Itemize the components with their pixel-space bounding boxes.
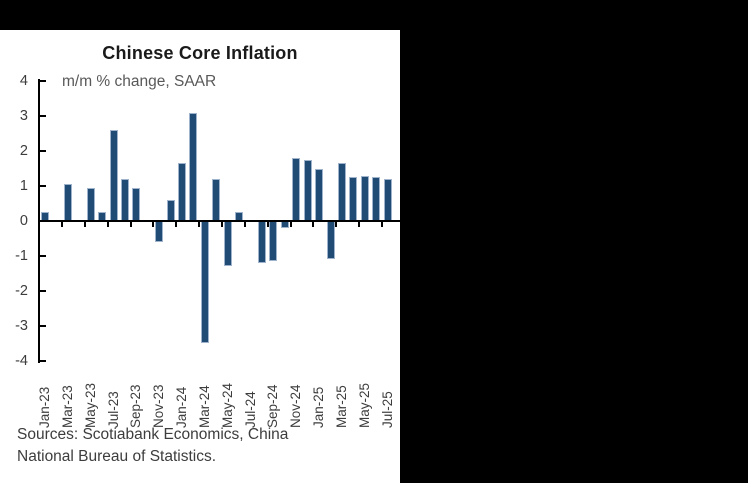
bar-Apr-24 [212,179,221,221]
bar-Aug-23 [120,179,129,221]
bar-May-24 [223,221,232,267]
bar-Sep-23 [132,187,141,221]
y-axis-label--4: -4 [15,352,28,369]
bar-Aug-24 [257,221,266,263]
x-tick [152,222,155,227]
x-axis-label-Jan-24: Jan-24 [174,386,190,428]
bar-Dec-24 [303,159,312,221]
y-tick--1 [40,254,46,257]
bar-Nov-24 [292,158,301,221]
x-tick [358,222,361,227]
x-axis-line [38,220,400,222]
y-axis-label-3: 3 [19,108,28,125]
bar-Jul-25 [383,179,392,221]
x-axis-label-Jul-23: Jul-23 [105,391,121,428]
source-note: Sources: Scotiabank Economics, China Nat… [17,424,288,468]
x-axis-label-Jul-25: Jul-25 [379,391,395,428]
x-tick [129,222,132,227]
y-tick-2 [40,150,46,153]
x-tick [198,222,201,227]
bar-Jan-25 [315,168,324,221]
x-tick [83,222,86,227]
y-axis-label-1: 1 [19,178,28,195]
y-tick--4 [40,359,46,362]
x-axis-label-Jan-25: Jan-25 [311,386,327,428]
x-axis-label-May-23: May-23 [82,382,98,428]
bar-Mar-24 [200,221,209,344]
x-tick [335,222,338,227]
x-tick [221,222,223,227]
bar-Jun-25 [372,177,381,221]
bar-Mar-23 [63,184,72,221]
x-tick [61,222,64,227]
y-axis-label--3: -3 [15,317,28,334]
y-tick-4 [40,80,46,83]
x-axis-label-Mar-24: Mar-24 [196,385,212,428]
x-tick [175,222,178,227]
bar-Feb-25 [326,221,335,260]
x-axis-label-May-25: May-25 [356,382,372,428]
x-axis-label-Jul-24: Jul-24 [242,391,258,428]
chart-subtitle: m/m % change, SAAR [62,73,217,90]
bar-May-25 [360,175,369,221]
y-tick--2 [40,289,46,292]
x-axis-label-Sep-24: Sep-24 [265,384,281,428]
bar-chart-plot-area: 4 3 2 1 0 -1 -2 -3 -4 Jan-23 Mar-23 May-23 Jul-23 Sep… [0,30,400,483]
source-note-line-2: National Bureau of Statistics. [17,448,217,465]
bar-May-23 [86,187,95,221]
y-axis-label-0: 0 [19,213,28,229]
y-axis-label--2: -2 [15,282,28,299]
bar-Oct-24 [280,221,289,228]
source-note-line-1: Sources: Scotiabank Economics, China [17,426,289,443]
bar-Mar-25 [337,163,346,221]
bar-Dec-23 [166,200,175,221]
x-tick [289,222,292,227]
y-tick-1 [40,185,46,188]
bar-Apr-25 [349,177,358,221]
y-axis-label--1: -1 [15,247,28,264]
bar-Nov-23 [155,221,164,242]
x-axis-label-Mar-25: Mar-25 [333,385,349,428]
y-tick-0 [40,220,46,222]
x-axis-label-Nov-24: Nov-24 [288,384,304,428]
bar-Jul-23 [109,130,118,221]
x-tick [243,222,246,227]
letterbox-top [0,0,748,30]
y-axis-label-2: 2 [19,143,28,160]
bar-Sep-24 [269,221,278,262]
y-tick-3 [40,115,46,118]
y-tick--3 [40,324,46,327]
x-axis-label-Jan-23: Jan-23 [37,386,52,428]
chart-panel: Chinese Core Inflation m/m % change, SAA… [0,30,400,483]
x-axis-label-Mar-23: Mar-23 [59,385,75,428]
x-tick [106,222,109,227]
y-axis-label-4: 4 [19,73,28,90]
bar-Jan-24 [178,163,187,221]
letterbox-right [400,30,748,483]
x-tick [266,222,269,227]
x-tick [312,222,315,227]
x-axis-label-May-24: May-24 [219,382,235,428]
chart-title: Chinese Core Inflation [102,43,298,63]
x-tick [380,222,383,227]
bar-Feb-24 [189,112,198,221]
x-axis-label-Nov-23: Nov-23 [151,384,167,428]
x-axis-label-Sep-23: Sep-23 [128,384,144,428]
